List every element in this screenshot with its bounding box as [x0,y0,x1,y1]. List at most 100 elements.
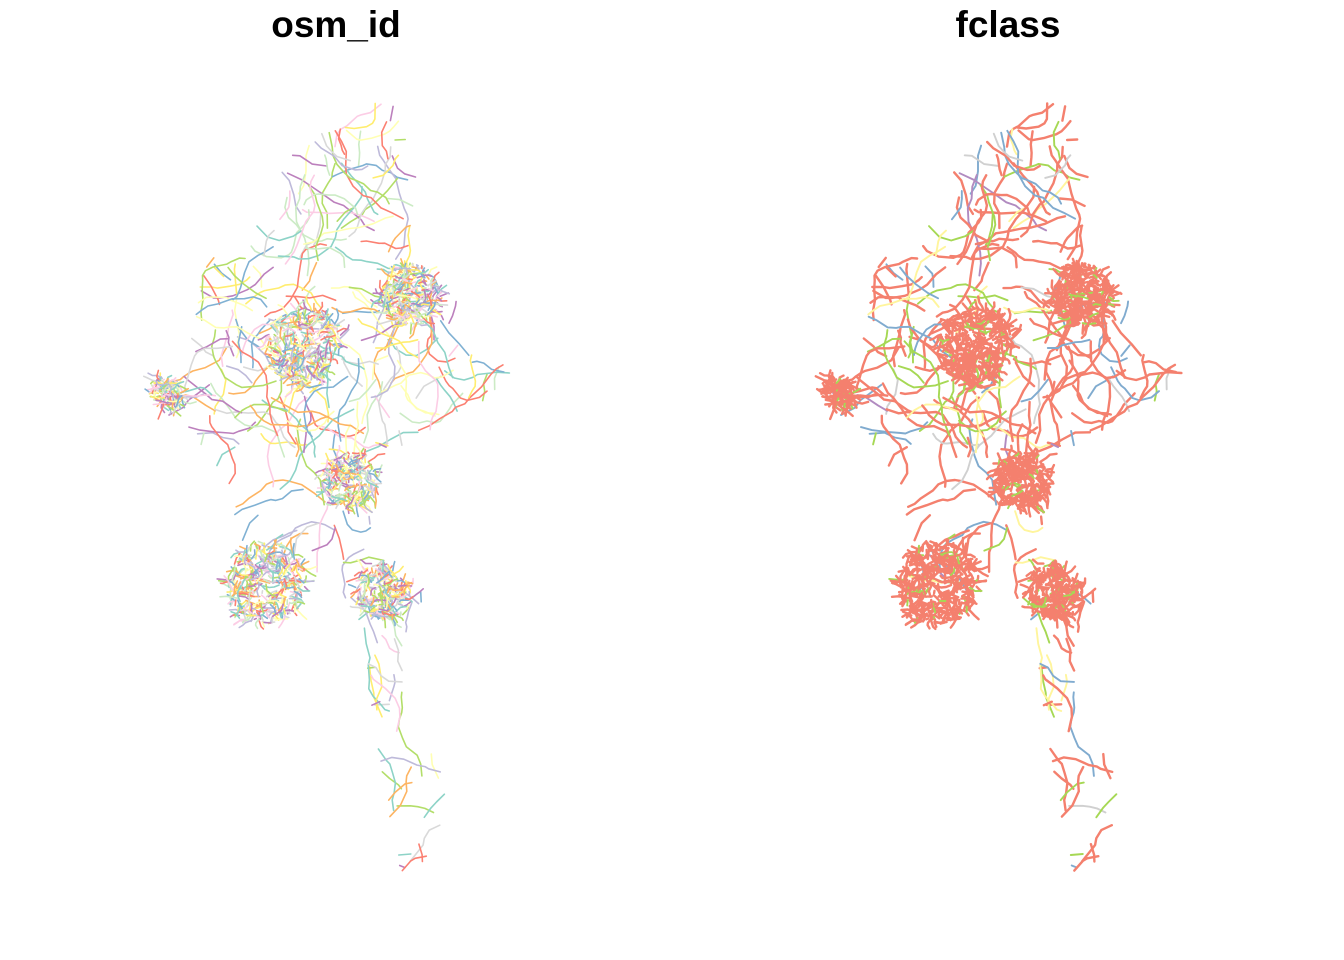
road-segment [354,463,358,469]
road-segment [1098,293,1105,307]
road-segment [336,335,369,425]
road-segment [949,565,956,576]
road-map-osm-id [143,102,511,872]
road-segment [360,491,366,506]
road-segment [397,294,417,300]
road-segment [396,579,406,584]
road-segment [231,340,279,437]
road-segment [241,586,245,591]
road-segment [419,272,426,279]
road-segment [1057,280,1074,290]
road-segment [951,408,1027,491]
road-segment [368,571,372,575]
road-segment [375,470,383,474]
road-segment [282,342,288,354]
road-segment [991,372,1004,382]
road-segment [1035,627,1063,712]
road-segment [945,369,962,377]
road-segment [319,372,332,382]
road-segment [885,408,968,449]
road-segment [370,595,381,602]
road-segment [344,484,356,492]
road-segment [391,322,409,329]
road-segment [1069,602,1076,607]
road-segment [174,394,183,408]
road-segment [1053,559,1057,573]
road-segment [965,356,978,372]
road-segment [955,196,1020,243]
road-segment [371,700,381,707]
road-segment [422,308,432,317]
road-segment [915,553,921,565]
road-segment [1080,590,1084,599]
road-segment [996,339,1003,359]
road-segment [327,325,337,340]
road-segment [1035,454,1040,459]
road-segment [997,477,1007,485]
road-segment [1011,489,1024,497]
road-segment [174,395,178,399]
road-segment [256,611,260,616]
road-segment [853,394,862,401]
road-segment [370,567,374,574]
road-segment [342,510,372,533]
road-segment [923,563,933,577]
road-segment [1013,482,1022,487]
road-segment [877,256,888,269]
road-segment [389,264,396,281]
road-segment [898,600,908,605]
road-segment [223,575,234,592]
road-segment [274,359,290,368]
road-segment [352,291,394,341]
road-segment [1054,298,1059,308]
road-segment [372,154,400,179]
road-segment [1093,308,1105,318]
road-segment [411,262,415,267]
road-segment [1093,279,1100,287]
road-segment [993,162,1009,230]
road-segment [963,154,1000,167]
road-segment [396,359,440,416]
road-segment [939,567,947,583]
road-segment [1120,344,1131,357]
road-segment [293,575,301,588]
road-segment [1060,607,1067,613]
road-segment [1005,307,1012,326]
road-segment [260,601,264,614]
road-segment [941,562,949,566]
road-segment [417,340,439,431]
road-segment [242,615,252,622]
road-segment [334,246,403,271]
road-segment [977,364,988,379]
road-segment [930,619,937,631]
road-segment [374,489,378,508]
road-segment [374,338,419,349]
road-segment [1067,614,1077,622]
road-segment [397,691,423,777]
road-segment [1028,497,1035,508]
road-segment [1085,316,1126,379]
road-segment [329,465,344,471]
road-segment [370,312,397,399]
road-segment [967,602,975,610]
road-segment [1041,576,1048,580]
road-segment [921,573,935,581]
road-segment [341,548,365,599]
road-segment [386,267,401,277]
road-segment [265,583,277,598]
road-segment [292,553,304,558]
road-segment [287,356,293,363]
road-segment [282,327,296,333]
road-segment [1018,455,1025,462]
road-segment [271,324,279,336]
road-segment [874,274,893,306]
road-segment [1029,130,1034,168]
road-segment [825,388,832,393]
road-segment [291,581,298,586]
road-segment [966,307,972,323]
road-segment [419,297,426,301]
road-segment [1061,105,1067,122]
road-segment [225,569,239,574]
road-segment [301,261,318,291]
road-segment [1094,317,1108,325]
